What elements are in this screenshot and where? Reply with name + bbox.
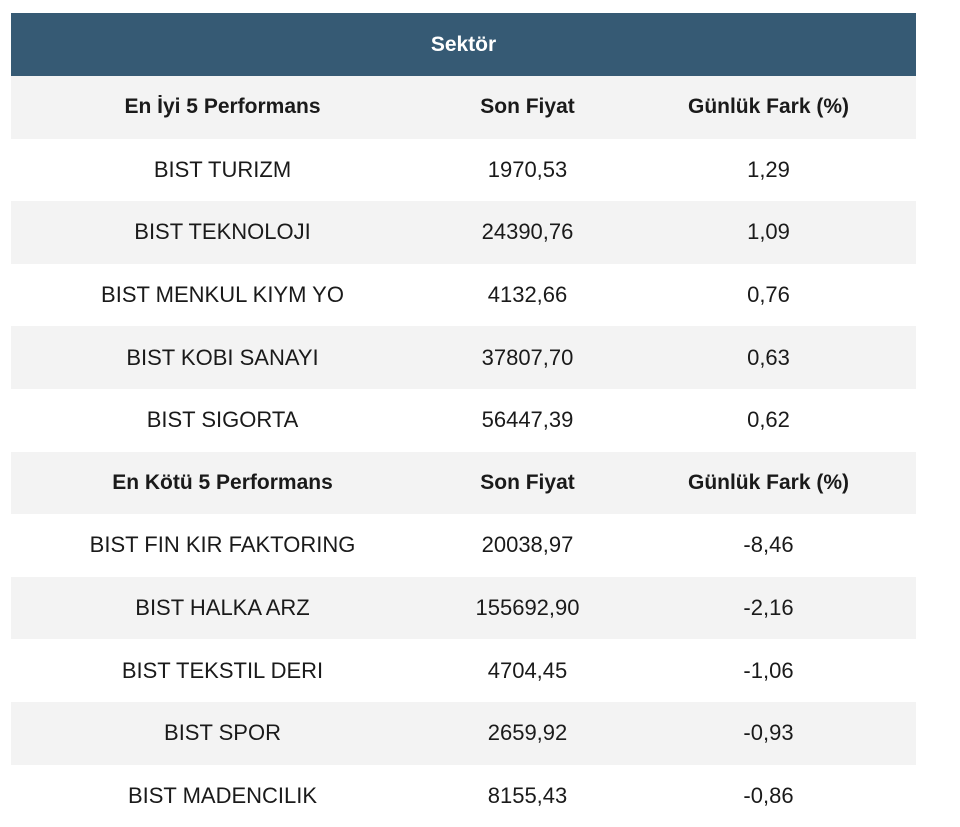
daily-change: 0,76 <box>747 282 790 308</box>
worst-header-change: Günlük Fark (%) <box>687 470 850 494</box>
last-price: 1970,53 <box>487 156 568 182</box>
table-row: BIST TEKSTIL DERI 4704,45 -1,06 <box>11 639 916 702</box>
daily-change: -2,16 <box>743 595 794 621</box>
last-price: 37807,70 <box>481 344 574 370</box>
best-header-price: Son Fiyat <box>480 95 575 119</box>
table-row: BIST MENKUL KIYM YO 4132,66 0,76 <box>11 264 916 327</box>
last-price: 8155,43 <box>487 782 568 808</box>
last-price: 24390,76 <box>481 219 574 245</box>
table-row: BIST HALKA ARZ 155692,90 -2,16 <box>11 576 916 640</box>
sector-name: BIST TURIZM <box>153 156 292 182</box>
sector-name: BIST MADENCILIK <box>127 782 318 808</box>
best-header-change: Günlük Fark (%) <box>687 95 850 119</box>
daily-change: 0,63 <box>747 344 790 370</box>
table-row: BIST TURIZM 1970,53 1,29 <box>11 139 916 202</box>
sector-name: BIST TEKNOLOJI <box>134 219 311 245</box>
daily-change: -8,46 <box>743 532 794 558</box>
sector-name: BIST SIGORTA <box>146 407 299 433</box>
worst-header-row: En Kötü 5 Performans Son Fiyat Günlük Fa… <box>11 451 916 515</box>
last-price: 4704,45 <box>487 657 568 683</box>
last-price: 20038,97 <box>481 532 574 558</box>
sector-name: BIST SPOR <box>164 720 281 746</box>
sector-name: BIST KOBI SANAYI <box>126 344 319 370</box>
table-row: BIST SIGORTA 56447,39 0,62 <box>11 389 916 452</box>
daily-change: 1,09 <box>747 219 790 245</box>
table-row: BIST TEKNOLOJI 24390,76 1,09 <box>11 201 916 264</box>
sector-name: BIST TEKSTIL DERI <box>121 657 324 683</box>
best-header-name: En İyi 5 Performans <box>124 95 321 119</box>
best-header-row: En İyi 5 Performans Son Fiyat Günlük Far… <box>11 76 916 139</box>
last-price: 56447,39 <box>481 407 574 433</box>
last-price: 4132,66 <box>487 282 568 308</box>
table-title: Sektör <box>11 13 916 76</box>
table-row: BIST KOBI SANAYI 37807,70 0,63 <box>11 326 916 389</box>
sector-name: BIST MENKUL KIYM YO <box>101 282 344 308</box>
daily-change: 0,62 <box>747 407 790 433</box>
sector-performance-table: Sektör En İyi 5 Performans Son Fiyat Gün… <box>11 13 916 827</box>
worst-header-price: Son Fiyat <box>480 470 575 494</box>
daily-change: -0,86 <box>743 782 794 808</box>
table-row: BIST FIN KIR FAKTORING 20038,97 -8,46 <box>11 514 916 577</box>
last-price: 155692,90 <box>475 595 580 621</box>
table-row: BIST MADENCILIK 8155,43 -0,86 <box>11 765 916 827</box>
table-row: BIST SPOR 2659,92 -0,93 <box>11 701 916 765</box>
daily-change: 1,29 <box>747 156 790 182</box>
sector-name: BIST HALKA ARZ <box>135 595 310 621</box>
worst-header-name: En Kötü 5 Performans <box>112 470 333 494</box>
sector-name: BIST FIN KIR FAKTORING <box>89 532 356 558</box>
daily-change: -0,93 <box>743 720 794 746</box>
last-price: 2659,92 <box>487 720 568 746</box>
daily-change: -1,06 <box>743 657 794 683</box>
